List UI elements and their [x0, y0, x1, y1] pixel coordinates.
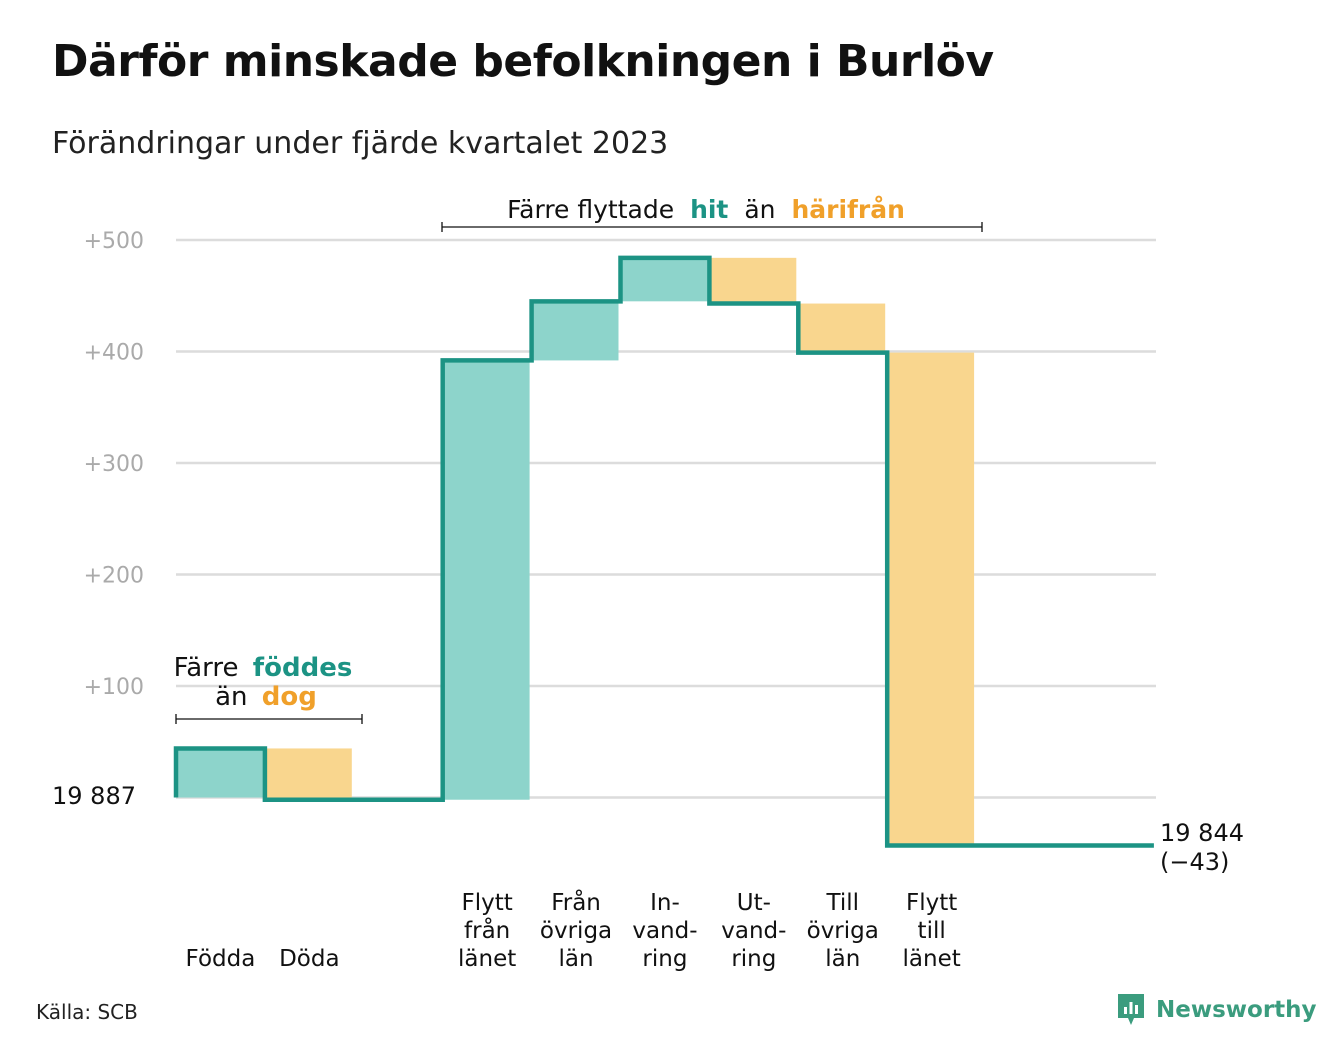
births-annotation: Färre föddes än dog [174, 653, 363, 724]
gridlines [176, 238, 1156, 799]
waterfall-bar [889, 352, 975, 846]
migration-annotation-prefix: Färre flyttade [507, 195, 674, 224]
births-annotation-suffix: än [215, 682, 247, 712]
svg-text:Färre flyttade hit: Färre flyttade hit än härifrån [507, 195, 905, 224]
category-label: länet [458, 946, 516, 972]
category-label: till [918, 918, 946, 944]
category-label: Från [551, 888, 601, 916]
category-label: Ut- [737, 890, 771, 916]
end-change-label: (−43) [1160, 848, 1229, 876]
category-label: Döda [279, 946, 339, 972]
y-tick-label: +200 [84, 564, 144, 589]
y-tick-label: +300 [84, 452, 144, 477]
category-labels: Födda DödaFlyttfrånlänetFrånövrigalänIn-v… [186, 888, 961, 972]
births-annotation-prefix: Färre [174, 653, 239, 683]
category-label: län [559, 946, 594, 972]
svg-text:än dog: än dog [215, 682, 317, 712]
y-tick-label: +500 [84, 229, 144, 254]
svg-text:Färre föddes: Färre föddes [174, 653, 353, 683]
waterfall-bar [622, 257, 708, 302]
deaths-annotation-highlight: dog [262, 682, 317, 712]
category-label: länet [903, 946, 961, 972]
waterfall-bar [444, 360, 530, 800]
newsworthy-logo-text: Newsworthy [1156, 997, 1317, 1023]
category-label: län [825, 946, 860, 972]
start-value-label: 19 887 [52, 782, 136, 810]
source-note: Källa: SCB [36, 1000, 138, 1024]
newsworthy-logo-icon [1118, 994, 1144, 1025]
births-annotation-highlight: föddes [253, 653, 353, 683]
migration-annotation: Färre flyttade hit än härifrån [441, 195, 983, 232]
running-total-line [173, 255, 1154, 848]
migration-annotation-mid: än [744, 195, 775, 224]
category-label: vand- [632, 918, 697, 944]
chart-subtitle: Förändringar under fjärde kvartalet 2023 [52, 126, 669, 161]
newsworthy-logo: Newsworthy [1116, 992, 1317, 1028]
category-label: Flytt [462, 890, 513, 916]
category-label: vand- [721, 918, 786, 944]
births-annotation-bracket [175, 714, 363, 724]
category-label: ring [642, 946, 687, 972]
migration-annotation-hit: hit [690, 195, 728, 224]
waterfall-bar [533, 301, 619, 361]
waterfall-bar [711, 257, 797, 304]
bars [178, 257, 975, 846]
y-tick-label: +400 [84, 341, 144, 366]
chart-title: Därför minskade befolkningen i Burlöv [52, 36, 994, 87]
end-value-label: 19 844 [1160, 819, 1244, 847]
category-label: från [464, 916, 510, 944]
category-label: övriga [540, 918, 612, 944]
migration-annotation-bracket [441, 222, 983, 232]
category-label: övriga [807, 918, 879, 944]
category-label: In- [650, 890, 680, 916]
migration-annotation-harifran: härifrån [791, 195, 904, 224]
category-label: Flytt [906, 890, 957, 916]
waterfall-bar [178, 748, 263, 798]
running-total-step-line [173, 255, 1154, 848]
category-label: Födda [186, 946, 256, 972]
category-label: Till [825, 890, 859, 916]
waterfall-bar [266, 748, 352, 800]
category-label: ring [731, 946, 776, 972]
y-tick-label: +100 [84, 675, 144, 700]
y-tick-labels: +100 +200 +300 +400 +500 [84, 229, 144, 700]
waterfall-bar [800, 303, 886, 353]
